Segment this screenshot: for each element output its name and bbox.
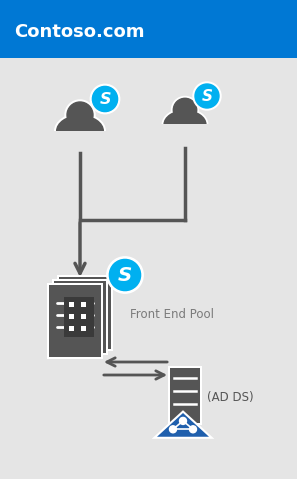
FancyBboxPatch shape: [81, 326, 86, 331]
Ellipse shape: [54, 113, 106, 149]
Polygon shape: [157, 413, 209, 437]
FancyBboxPatch shape: [64, 297, 94, 337]
FancyBboxPatch shape: [59, 277, 111, 349]
FancyBboxPatch shape: [50, 131, 110, 151]
Circle shape: [90, 84, 120, 114]
FancyBboxPatch shape: [81, 302, 86, 307]
Circle shape: [193, 82, 221, 110]
Ellipse shape: [163, 110, 207, 139]
Circle shape: [173, 98, 197, 122]
Circle shape: [92, 86, 118, 112]
Polygon shape: [157, 413, 209, 437]
Circle shape: [107, 257, 143, 293]
FancyBboxPatch shape: [158, 125, 212, 142]
Text: Front End Pool: Front End Pool: [130, 308, 214, 321]
FancyBboxPatch shape: [52, 279, 108, 355]
FancyBboxPatch shape: [69, 326, 74, 331]
FancyBboxPatch shape: [168, 366, 202, 425]
Text: (AD DS): (AD DS): [207, 391, 254, 404]
Circle shape: [170, 426, 176, 433]
Circle shape: [65, 100, 95, 130]
Text: S: S: [118, 266, 132, 285]
Text: S: S: [201, 89, 212, 104]
FancyBboxPatch shape: [0, 0, 297, 58]
Ellipse shape: [162, 108, 208, 141]
Circle shape: [179, 417, 187, 424]
Circle shape: [67, 102, 93, 128]
Text: S: S: [99, 92, 111, 107]
FancyBboxPatch shape: [47, 283, 103, 359]
FancyBboxPatch shape: [57, 275, 113, 351]
Circle shape: [171, 96, 198, 124]
Circle shape: [189, 426, 197, 433]
FancyBboxPatch shape: [54, 281, 106, 353]
Circle shape: [195, 84, 219, 108]
Text: Contoso.com: Contoso.com: [14, 23, 145, 41]
FancyBboxPatch shape: [170, 368, 200, 423]
FancyBboxPatch shape: [81, 314, 86, 319]
Circle shape: [109, 260, 140, 291]
FancyBboxPatch shape: [69, 302, 74, 307]
FancyBboxPatch shape: [49, 285, 101, 357]
Ellipse shape: [56, 115, 104, 147]
FancyBboxPatch shape: [69, 314, 74, 319]
